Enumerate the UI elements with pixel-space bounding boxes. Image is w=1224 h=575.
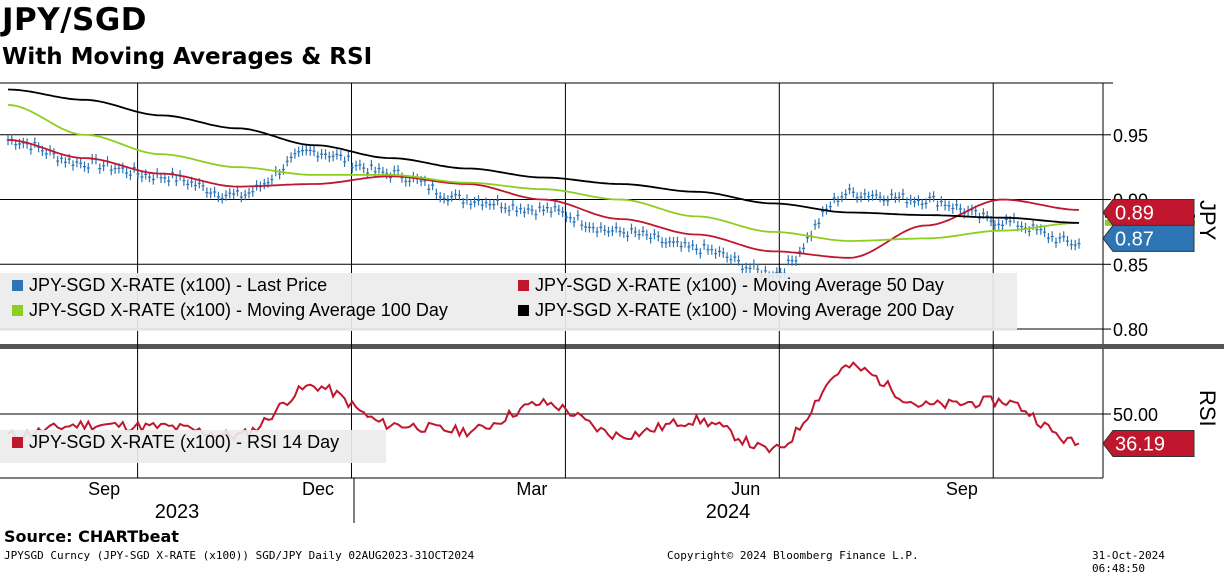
legend-swatch xyxy=(12,305,23,316)
legend-label: JPY-SGD X-RATE (x100) - RSI 14 Day xyxy=(29,432,339,452)
legend-label: JPY-SGD X-RATE (x100) - Moving Average 1… xyxy=(29,300,448,320)
legend-swatch xyxy=(12,437,23,448)
series-rsi-line xyxy=(7,361,1080,454)
x-month-label: Sep xyxy=(88,479,120,499)
series-ma200-line xyxy=(7,88,1080,224)
x-year-label: 2024 xyxy=(706,501,751,523)
price-legend-box xyxy=(0,273,1017,331)
series-last-price-bars xyxy=(6,134,1081,282)
source-label: Source: CHARTbeat xyxy=(4,527,179,546)
svg-text:0.89: 0.89 xyxy=(1115,203,1154,225)
y-tick-label: 0.95 xyxy=(1113,126,1148,146)
legend-swatch xyxy=(518,305,529,316)
series-ma100-line xyxy=(7,104,1079,242)
x-month-label: Sep xyxy=(946,479,978,499)
svg-text:0.87: 0.87 xyxy=(1115,228,1154,250)
legend-label: JPY-SGD X-RATE (x100) - Last Price xyxy=(29,275,327,295)
rsi-legend-box xyxy=(0,430,386,463)
legend-label: JPY-SGD X-RATE (x100) - Moving Average 5… xyxy=(535,275,944,295)
y-tick-label: 0.80 xyxy=(1113,320,1148,340)
price-axis-title: JPY xyxy=(1195,200,1220,241)
x-month-label: Mar xyxy=(516,479,547,499)
svg-text:36.19: 36.19 xyxy=(1115,433,1165,455)
legend-label: JPY-SGD X-RATE (x100) - Moving Average 2… xyxy=(535,300,954,320)
chart-title: JPY/SGD xyxy=(2,2,148,38)
legend-swatch xyxy=(518,280,529,291)
footer-timestamp: 31-Oct-2024 06:48:50 xyxy=(1092,549,1165,575)
rsi-y-tick-label: 50.00 xyxy=(1113,405,1158,425)
series-ma50-line xyxy=(7,139,1080,259)
tag-ma50-last-value: 0.89 xyxy=(1102,199,1195,226)
footer-copyright: Copyright© 2024 Bloomberg Finance L.P. xyxy=(667,549,919,562)
x-month-label: Jun xyxy=(731,479,760,499)
tag-rsi-last-value: 36.19 xyxy=(1102,429,1195,457)
x-month-label: Dec xyxy=(302,479,334,499)
footer-description: JPYSGD Curncy (JPY-SGD X-RATE (x100)) SG… xyxy=(4,549,475,562)
y-tick-label: 0.85 xyxy=(1113,255,1148,275)
chart-subtitle: With Moving Averages & RSI xyxy=(2,44,373,70)
x-year-label: 2023 xyxy=(155,501,200,523)
tag-last-price-value: 0.87 xyxy=(1102,224,1195,252)
rsi-axis-title: RSI xyxy=(1195,390,1220,427)
panel-divider xyxy=(0,344,1224,349)
legend-swatch xyxy=(12,280,23,291)
